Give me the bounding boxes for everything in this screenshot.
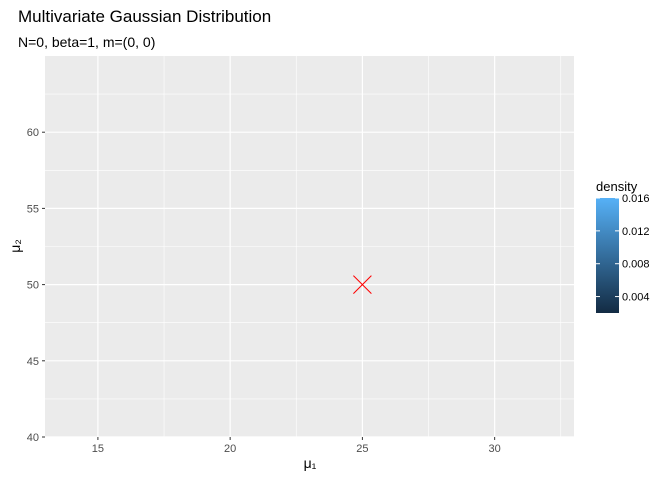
data-marks <box>353 275 372 294</box>
x-tick-label-0: 15 <box>92 443 104 455</box>
y-axis-label: μ₂ <box>7 239 23 253</box>
legend-colorbar <box>596 198 619 313</box>
x-tick-label-1: 20 <box>224 443 236 455</box>
point-marker-stroke-b <box>353 275 372 294</box>
grid-lines <box>45 56 574 438</box>
legend-tick-label-1: 0.008 <box>622 259 650 271</box>
point-marker-0 <box>353 275 372 294</box>
y-tick-label-2: 50 <box>27 280 39 292</box>
legend-tick-label-2: 0.012 <box>622 226 650 238</box>
legend-tick-label-3: 0.016 <box>622 193 650 205</box>
legend-title: density <box>596 179 638 194</box>
legend-ticks: 0.004 0.008 0.012 0.016 <box>596 193 650 304</box>
y-tick-label-3: 55 <box>27 203 39 215</box>
x-axis-label: μ₁ <box>304 455 317 471</box>
y-tick-label-4: 60 <box>27 127 39 139</box>
y-tick-label-1: 45 <box>27 356 39 368</box>
chart-title: Multivariate Gaussian Distribution <box>18 7 271 26</box>
x-axis: 15 20 25 30 <box>92 437 501 455</box>
y-axis: 40 45 50 55 60 <box>27 127 45 444</box>
x-tick-label-3: 30 <box>489 443 501 455</box>
y-tick-label-0: 40 <box>27 432 39 444</box>
legend-tick-label-0: 0.004 <box>622 292 650 304</box>
x-tick-label-2: 25 <box>356 443 368 455</box>
legend: density 0.004 0.008 0.012 0.016 <box>596 179 650 313</box>
chart-subtitle: N=0, beta=1, m=(0, 0) <box>18 34 155 50</box>
